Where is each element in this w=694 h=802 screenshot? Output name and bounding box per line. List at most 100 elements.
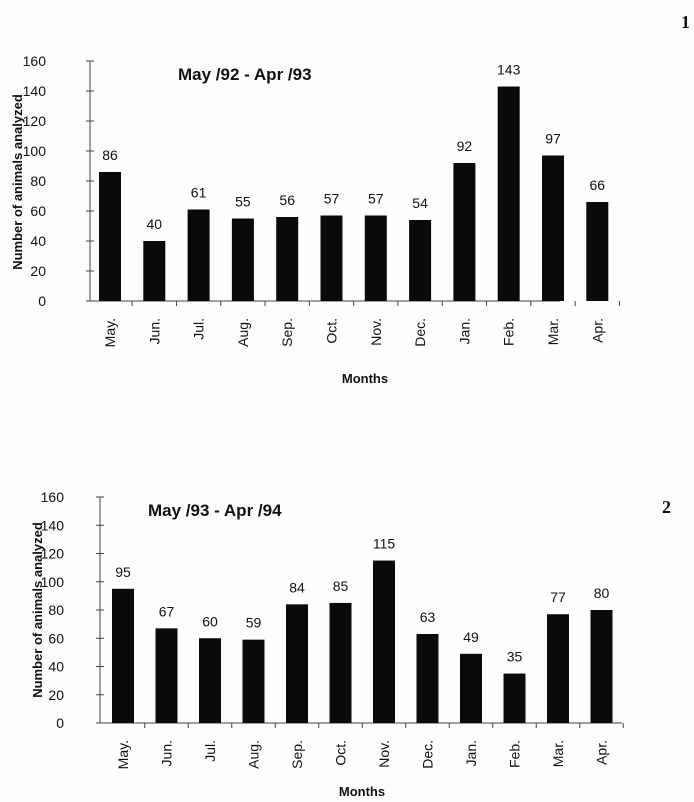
x-axis-label: Months <box>339 784 385 799</box>
category-label: Feb. <box>501 318 517 346</box>
y-tick-label: 120 <box>41 546 65 562</box>
data-label: 57 <box>368 191 384 207</box>
bar-oct <box>329 602 352 723</box>
bar-aug <box>242 639 265 723</box>
chart-title: May /93 - Apr /94 <box>148 501 282 520</box>
category-label: May. <box>102 318 118 347</box>
data-label: 95 <box>115 564 131 580</box>
data-label: 143 <box>497 62 521 78</box>
category-label: Oct. <box>333 740 349 766</box>
y-tick-label: 20 <box>48 687 64 703</box>
data-label: 92 <box>457 138 473 154</box>
category-label: Feb. <box>507 740 523 768</box>
bar-oct <box>320 215 343 301</box>
category-label: Jun. <box>146 318 162 344</box>
chart-may92-apr93: May /92 - Apr /93 Number of animals anal… <box>10 53 620 386</box>
y-tick-label: 40 <box>30 233 46 249</box>
bar-mar <box>547 614 569 723</box>
category-label: Jul. <box>202 740 218 762</box>
category-label: Mar. <box>550 740 566 767</box>
figure-number-2: 2 <box>662 497 671 517</box>
bar-apr <box>586 202 609 301</box>
bar-apr <box>590 610 613 723</box>
chart-title: May /92 - Apr /93 <box>178 65 312 84</box>
bar-may <box>99 172 121 301</box>
y-tick-label: 100 <box>23 143 47 159</box>
y-tick-label: 140 <box>41 517 65 533</box>
category-label: Sep. <box>279 318 295 347</box>
data-label: 35 <box>507 649 523 665</box>
bar-dec <box>409 220 432 301</box>
y-tick-label: 140 <box>23 83 47 99</box>
y-tick-label: 160 <box>23 53 47 69</box>
category-label: Oct. <box>324 318 340 344</box>
data-label: 97 <box>545 131 561 147</box>
chart-may93-apr94: May /93 - Apr /94 Number of animals anal… <box>30 489 624 799</box>
data-label: 67 <box>159 603 175 619</box>
data-label: 60 <box>202 613 218 629</box>
bar-jul <box>199 638 221 723</box>
y-tick-label: 120 <box>23 113 47 129</box>
data-label: 57 <box>324 191 340 207</box>
bar-jan <box>460 653 482 723</box>
category-label: Nov. <box>376 740 392 768</box>
bar-feb <box>503 673 526 723</box>
category-label: Apr. <box>594 740 610 765</box>
data-label: 54 <box>412 195 428 211</box>
x-axis-label: Months <box>342 371 388 386</box>
data-label: 115 <box>373 536 396 552</box>
y-tick-label: 0 <box>56 715 64 731</box>
data-label: 85 <box>333 578 349 594</box>
bar-jun <box>155 628 178 723</box>
category-label: Aug. <box>235 318 251 347</box>
y-tick-label: 40 <box>48 659 64 675</box>
category-label: Jun. <box>159 740 175 766</box>
data-label: 49 <box>463 629 479 645</box>
bar-mar <box>542 155 564 301</box>
bar-nov <box>364 215 387 301</box>
data-label: 61 <box>191 185 207 201</box>
category-label: Jan. <box>463 740 479 766</box>
y-tick-label: 160 <box>41 489 65 505</box>
bar-jan <box>453 163 476 301</box>
y-tick-label: 60 <box>48 630 64 646</box>
data-label: 56 <box>279 192 295 208</box>
bar-jun <box>143 241 166 301</box>
y-tick-label: 80 <box>48 602 64 618</box>
bar-nov <box>373 560 395 723</box>
y-axis-label: Number of animals analyzed <box>30 522 45 698</box>
category-label: May. <box>115 740 131 769</box>
figure-number-1: 1 <box>681 12 690 32</box>
data-label: 66 <box>590 177 606 193</box>
category-label: Mar. <box>545 318 561 345</box>
category-label: Dec. <box>420 740 436 769</box>
y-tick-label: 60 <box>30 203 46 219</box>
y-axis-label: Number of animals analyzed <box>10 94 25 270</box>
category-label: Aug. <box>246 740 262 769</box>
y-tick-label: 20 <box>30 263 46 279</box>
category-label: Sep. <box>289 740 305 769</box>
bar-may <box>112 588 134 723</box>
data-label: 55 <box>235 194 251 210</box>
data-label: 80 <box>594 585 610 601</box>
bar-feb <box>497 86 520 301</box>
data-label: 86 <box>102 147 118 163</box>
data-label: 40 <box>147 216 163 232</box>
data-label: 77 <box>550 589 566 605</box>
category-label: Nov. <box>368 318 384 346</box>
data-label: 63 <box>420 609 436 625</box>
data-label: 59 <box>246 615 262 631</box>
category-label: Jan. <box>456 318 472 344</box>
category-label: Apr. <box>589 318 605 343</box>
y-tick-label: 80 <box>30 173 46 189</box>
category-label: Dec. <box>412 318 428 347</box>
category-label: Jul. <box>191 318 207 340</box>
data-label: 84 <box>289 579 305 595</box>
bar-aug <box>231 218 254 301</box>
bar-dec <box>416 634 439 723</box>
bar-sep <box>276 217 299 301</box>
y-tick-label: 100 <box>41 574 65 590</box>
y-tick-label: 0 <box>38 293 46 309</box>
bar-jul <box>187 209 210 301</box>
